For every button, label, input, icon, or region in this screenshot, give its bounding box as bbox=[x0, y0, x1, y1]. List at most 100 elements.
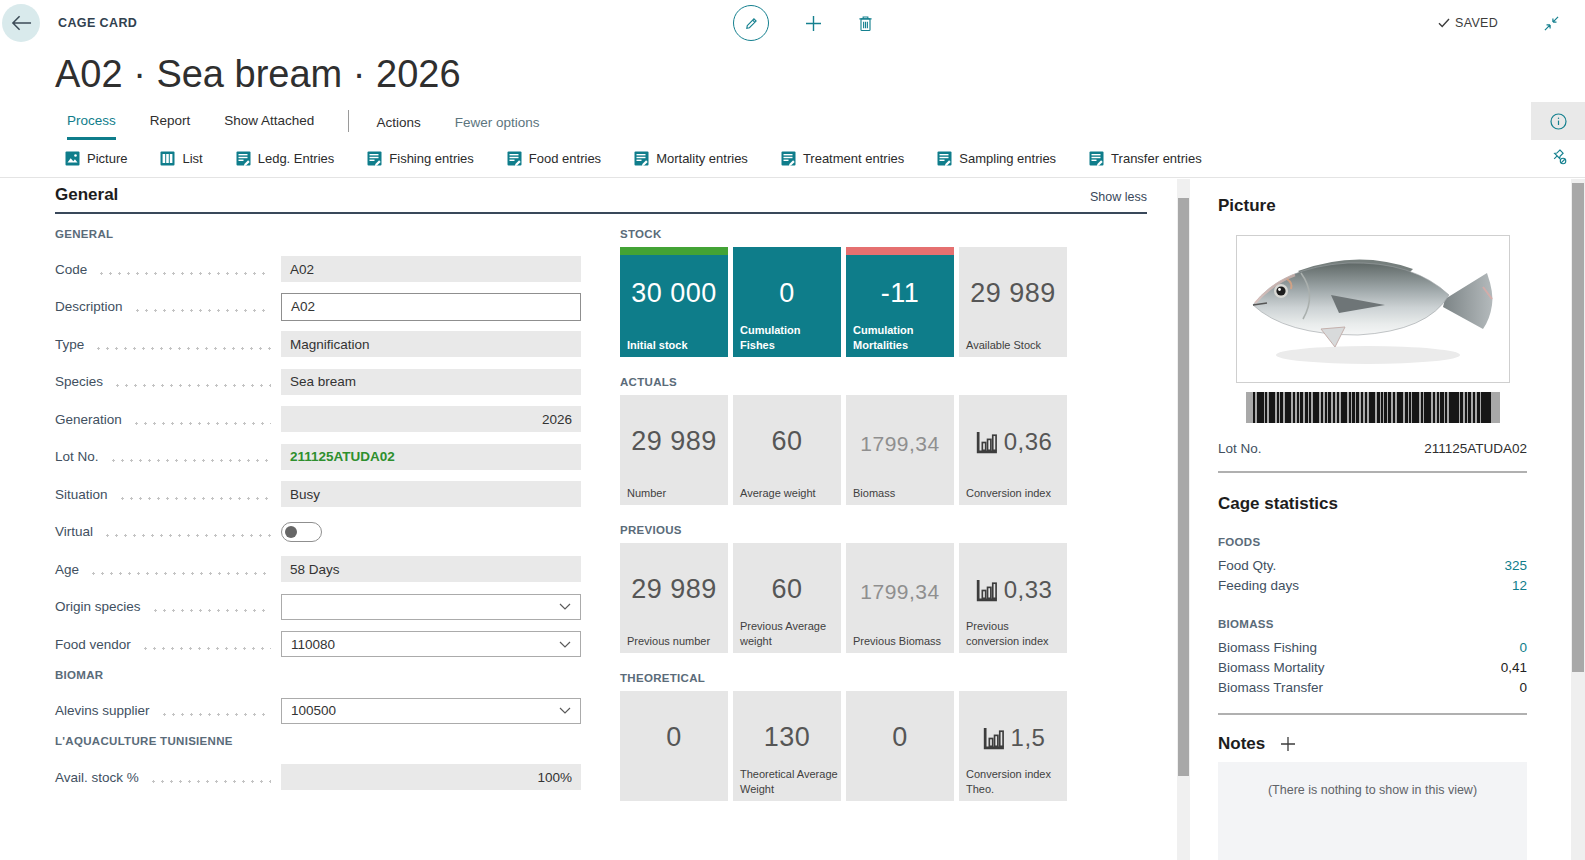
tile-value: 0 bbox=[620, 722, 728, 753]
tile-previous-biomass[interactable]: 1799,34 Previous Biomass bbox=[846, 543, 954, 653]
generation-field[interactable]: 2026 bbox=[281, 406, 581, 432]
biomass-fishing-value[interactable]: 0 bbox=[1519, 638, 1527, 658]
situation-field[interactable]: Busy bbox=[281, 481, 581, 507]
picture-button[interactable]: Picture bbox=[65, 151, 127, 166]
treatment-entries-button[interactable]: Treatment entries bbox=[781, 151, 904, 166]
code-field[interactable]: A02 bbox=[281, 256, 581, 282]
tile-label: Cumulation Mortalities bbox=[853, 323, 951, 352]
origin-species-dropdown[interactable] bbox=[281, 594, 581, 620]
tile-biomass[interactable]: 1799,34 Biomass bbox=[846, 395, 954, 505]
alevins-supplier-dropdown[interactable]: 100500 bbox=[281, 698, 581, 724]
food-qty-value[interactable]: 325 bbox=[1504, 556, 1527, 576]
field-value: 211125ATUDA02 bbox=[290, 449, 395, 464]
main-scrollbar[interactable] bbox=[1177, 179, 1190, 860]
tile-cumulation-mortalities[interactable]: -11 Cumulation Mortalities bbox=[846, 247, 954, 357]
field-row-situation: Situation Busy bbox=[55, 481, 581, 507]
edit-button[interactable] bbox=[733, 5, 769, 41]
tile-average-weight[interactable]: 60 Average weight bbox=[733, 395, 841, 505]
tile-previous-average-weight[interactable]: 60 Previous Average weight bbox=[733, 543, 841, 653]
scrollbar-thumb[interactable] bbox=[1178, 198, 1189, 776]
sampling-entries-button[interactable]: Sampling entries bbox=[937, 151, 1056, 166]
show-less-link[interactable]: Show less bbox=[1090, 190, 1147, 205]
tile-conversion-index[interactable]: 0,36 Conversion index bbox=[959, 395, 1067, 505]
plus-icon bbox=[1280, 736, 1296, 752]
stat-label: Feeding days bbox=[1218, 576, 1299, 596]
description-input[interactable]: A02 bbox=[281, 293, 581, 321]
tab-process[interactable]: Process bbox=[67, 102, 116, 140]
fewer-options-link[interactable]: Fewer options bbox=[455, 102, 540, 140]
virtual-toggle[interactable] bbox=[281, 522, 322, 542]
field-label: Situation bbox=[55, 487, 108, 502]
transfer-entries-button[interactable]: Transfer entries bbox=[1089, 151, 1202, 166]
lot-no-row: Lot No. 211125ATUDA02 bbox=[1218, 441, 1527, 456]
tile-label: Conversion index bbox=[966, 486, 1064, 500]
delete-button[interactable] bbox=[858, 15, 873, 32]
menu-divider bbox=[348, 110, 349, 132]
field-row-food-vendor: Food vendor 110080 bbox=[55, 631, 581, 657]
tile-number[interactable]: 29 989 Number bbox=[620, 395, 728, 505]
mortality-entries-button[interactable]: Mortality entries bbox=[634, 151, 748, 166]
field-row-generation: Generation 2026 bbox=[55, 406, 581, 432]
feeding-days-value[interactable]: 12 bbox=[1512, 576, 1527, 596]
tile-value: 130 bbox=[733, 722, 841, 753]
field-row-age: Age 58 Days bbox=[55, 556, 581, 582]
tile-theoretical-number[interactable]: 0 bbox=[620, 691, 728, 801]
scrollbar-thumb[interactable] bbox=[1572, 183, 1584, 672]
ledger-entries-button[interactable]: Ledg. Entries bbox=[236, 151, 335, 166]
saved-label: SAVED bbox=[1455, 16, 1498, 30]
check-icon bbox=[1438, 18, 1450, 28]
food-vendor-dropdown[interactable]: 110080 bbox=[281, 631, 581, 657]
tile-label: Biomass bbox=[853, 486, 951, 500]
factbox-scrollbar[interactable] bbox=[1571, 179, 1585, 860]
details-toggle-button[interactable] bbox=[1531, 102, 1585, 140]
tile-previous-number[interactable]: 29 989 Previous number bbox=[620, 543, 728, 653]
tile-previous-conversion-index[interactable]: 0,33 Previous conversion index bbox=[959, 543, 1067, 653]
previous-section: PREVIOUS 29 989 Previous number 60 Previ… bbox=[620, 524, 1072, 653]
type-field[interactable]: Magnification bbox=[281, 331, 581, 357]
tab-show-attached[interactable]: Show Attached bbox=[224, 102, 314, 140]
tile-label: Cumulation Fishes bbox=[740, 323, 838, 352]
add-note-button[interactable] bbox=[1280, 736, 1296, 752]
section-caption: ACTUALS bbox=[620, 376, 1072, 388]
avail-stock-field[interactable]: 100% bbox=[281, 764, 581, 790]
lot-no-field[interactable]: 211125ATUDA02 bbox=[281, 444, 581, 470]
tile-value: 1799,34 bbox=[846, 580, 954, 604]
biomass-caption: BIOMASS bbox=[1218, 618, 1527, 630]
empty-view-text: (There is nothing to show in this view) bbox=[1268, 783, 1477, 860]
tile-initial-stock[interactable]: 30 000 Initial stock bbox=[620, 247, 728, 357]
collapse-icon bbox=[1544, 16, 1559, 31]
list-button[interactable]: List bbox=[160, 151, 202, 166]
group-caption-general: GENERAL bbox=[55, 228, 581, 240]
bar-chart-icon bbox=[974, 430, 999, 455]
tile-conversion-index-theo[interactable]: 1,5 Conversion index Theo. bbox=[959, 691, 1067, 801]
field-value: Sea bream bbox=[290, 374, 356, 389]
notes-empty-view: (There is nothing to show in this view) bbox=[1218, 762, 1527, 860]
notes-heading: Notes bbox=[1218, 734, 1265, 754]
arrow-left-icon bbox=[11, 15, 32, 31]
age-field[interactable]: 58 Days bbox=[281, 556, 581, 582]
tile-value: 1799,34 bbox=[846, 432, 954, 456]
unpin-button[interactable] bbox=[1550, 148, 1567, 165]
entries-icon bbox=[781, 151, 796, 166]
cage-picture[interactable] bbox=[1236, 235, 1510, 383]
actions-menu[interactable]: Actions bbox=[376, 102, 420, 140]
toolbar-label: Treatment entries bbox=[803, 151, 904, 166]
species-field[interactable]: Sea bream bbox=[281, 369, 581, 395]
tile-label: Previous conversion index bbox=[966, 619, 1064, 648]
collapse-button[interactable] bbox=[1544, 16, 1559, 31]
tab-report[interactable]: Report bbox=[150, 102, 191, 140]
fishing-entries-button[interactable]: Fishing entries bbox=[367, 151, 474, 166]
food-entries-button[interactable]: Food entries bbox=[507, 151, 601, 166]
dotted-leader bbox=[113, 384, 271, 387]
tile-cumulation-fishes[interactable]: 0 Cumulation Fishes bbox=[733, 247, 841, 357]
sea-bream-photo bbox=[1243, 243, 1503, 375]
tile-theoretical-average-weight[interactable]: 130 Theoretical Average Weight bbox=[733, 691, 841, 801]
back-button[interactable] bbox=[2, 4, 40, 42]
tile-available-stock[interactable]: 29 989 Available Stock bbox=[959, 247, 1067, 357]
tile-theoretical-biomass[interactable]: 0 bbox=[846, 691, 954, 801]
add-button[interactable] bbox=[805, 15, 822, 32]
pencil-icon bbox=[744, 16, 759, 31]
section-caption: STOCK bbox=[620, 228, 1072, 240]
biomass-transfer-row: Biomass Transfer 0 bbox=[1218, 678, 1527, 698]
lot-no-label: Lot No. bbox=[1218, 441, 1262, 456]
